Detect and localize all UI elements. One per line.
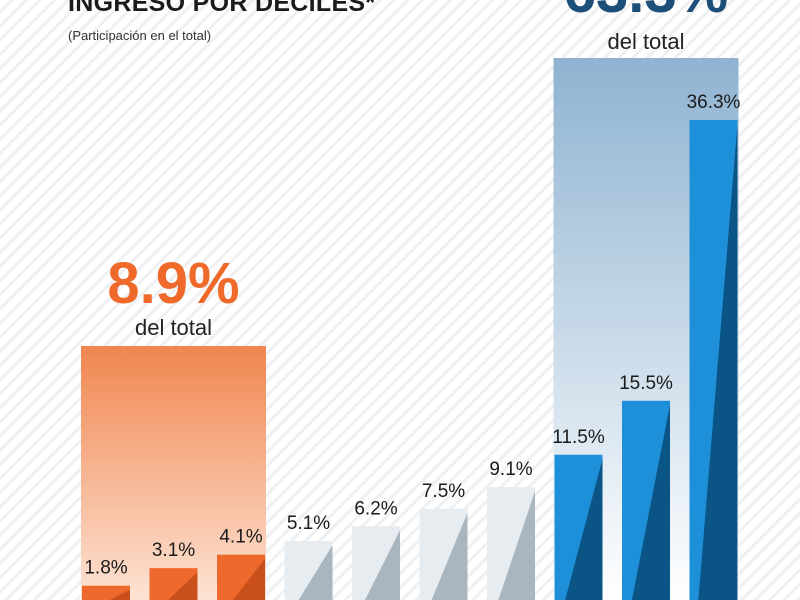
bar-VII [487, 487, 535, 600]
bar-V [352, 526, 400, 600]
bar-shade [365, 530, 400, 600]
bar-shade [565, 458, 603, 600]
bar-shade [698, 123, 738, 600]
bar-IX [622, 400, 670, 600]
group-total-caption-2: del total [607, 29, 684, 54]
bar-shade [498, 491, 535, 600]
chart-title: INGRESO POR DECILES* [68, 0, 376, 17]
bar-shade [232, 558, 265, 600]
bar-value-label: 36.3% [687, 92, 741, 113]
bar-VI [419, 508, 468, 600]
bar-IV [284, 541, 333, 600]
bar-value-label: 7.5% [422, 481, 465, 502]
bar-X [689, 119, 738, 600]
bar-I [82, 585, 130, 600]
bar-shade [168, 572, 198, 600]
group-total-value-2: 63.3% [564, 0, 728, 25]
bar-shade [631, 404, 670, 600]
bar-shade [109, 589, 130, 600]
group-total-caption-1: del total [135, 315, 212, 340]
bar-value-label: 5.1% [287, 513, 330, 534]
chart-subtitle: (Participación en el total) [68, 28, 212, 43]
bar-value-label: 3.1% [152, 540, 195, 561]
bar-value-label: 1.8% [84, 558, 127, 579]
bar-value-label: 15.5% [619, 373, 673, 394]
bar-value-label: 11.5% [552, 427, 605, 448]
bar-II [149, 568, 198, 600]
bar-shade [431, 512, 468, 600]
bar-III [217, 554, 265, 600]
bar-value-label: 6.2% [354, 498, 397, 519]
group-total-value-1: 8.9% [107, 251, 239, 316]
bar-value-label: 9.1% [489, 459, 532, 480]
bar-shade [298, 545, 333, 600]
bar-VIII [554, 454, 603, 600]
bar-value-label: 4.1% [219, 527, 262, 548]
